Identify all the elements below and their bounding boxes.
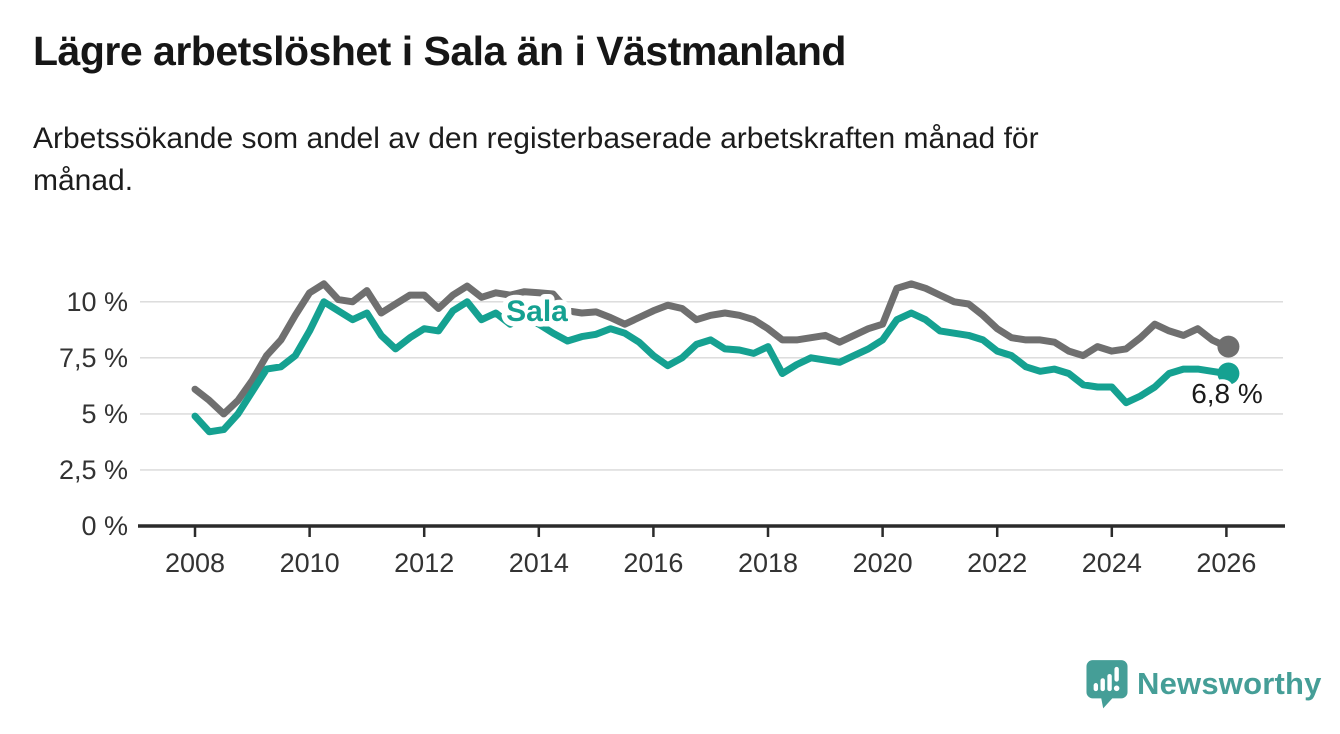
series-end-label-sala: 6,8 % [1191, 378, 1263, 409]
x-tick-label: 2018 [738, 548, 798, 578]
x-tick-label: 2020 [853, 548, 913, 578]
series-label-sala: Sala [506, 295, 568, 328]
chart-title: Lägre arbetslöshet i Sala än i Västmanla… [33, 28, 846, 74]
x-tick-label: 2008 [165, 548, 225, 578]
x-tick-label: 2022 [967, 548, 1027, 578]
chart-subtitle: Arbetssökande som andel av den registerb… [33, 122, 1039, 197]
brand-name: Newsworthy [1137, 666, 1322, 701]
x-tick-label: 2014 [509, 548, 569, 578]
y-tick-label: 7,5 % [59, 343, 128, 373]
x-tick-label: 2026 [1196, 548, 1256, 578]
series-line-sala [191, 298, 1230, 436]
unemployment-line-chart: 0 % 2,5 % 5 % 7,5 % 10 % 2008 2010 2012 2014 2016… [59, 280, 1285, 578]
x-tick-label: 2024 [1082, 548, 1142, 578]
series-end-dot-vstmanland [1217, 335, 1240, 358]
x-tick-label: 2016 [623, 548, 683, 578]
x-tick-label: 2010 [280, 548, 340, 578]
y-tick-label: 10 % [66, 287, 128, 317]
newsworthy-logo-icon [1086, 660, 1128, 709]
y-tick-label: 5 % [81, 399, 128, 429]
line-chart: 0 % 2,5 % 5 % 7,5 % 10 % 2008 2010 2012 2014 2016… [0, 250, 1340, 595]
y-tick-label: 0 % [81, 511, 128, 541]
series-end-dot-sala [1217, 362, 1240, 385]
series-line-vstmanland [191, 280, 1230, 418]
x-tick-label: 2012 [394, 548, 454, 578]
y-tick-label: 2,5 % [59, 455, 128, 485]
brand-footer: Newsworthy [1086, 658, 1322, 710]
